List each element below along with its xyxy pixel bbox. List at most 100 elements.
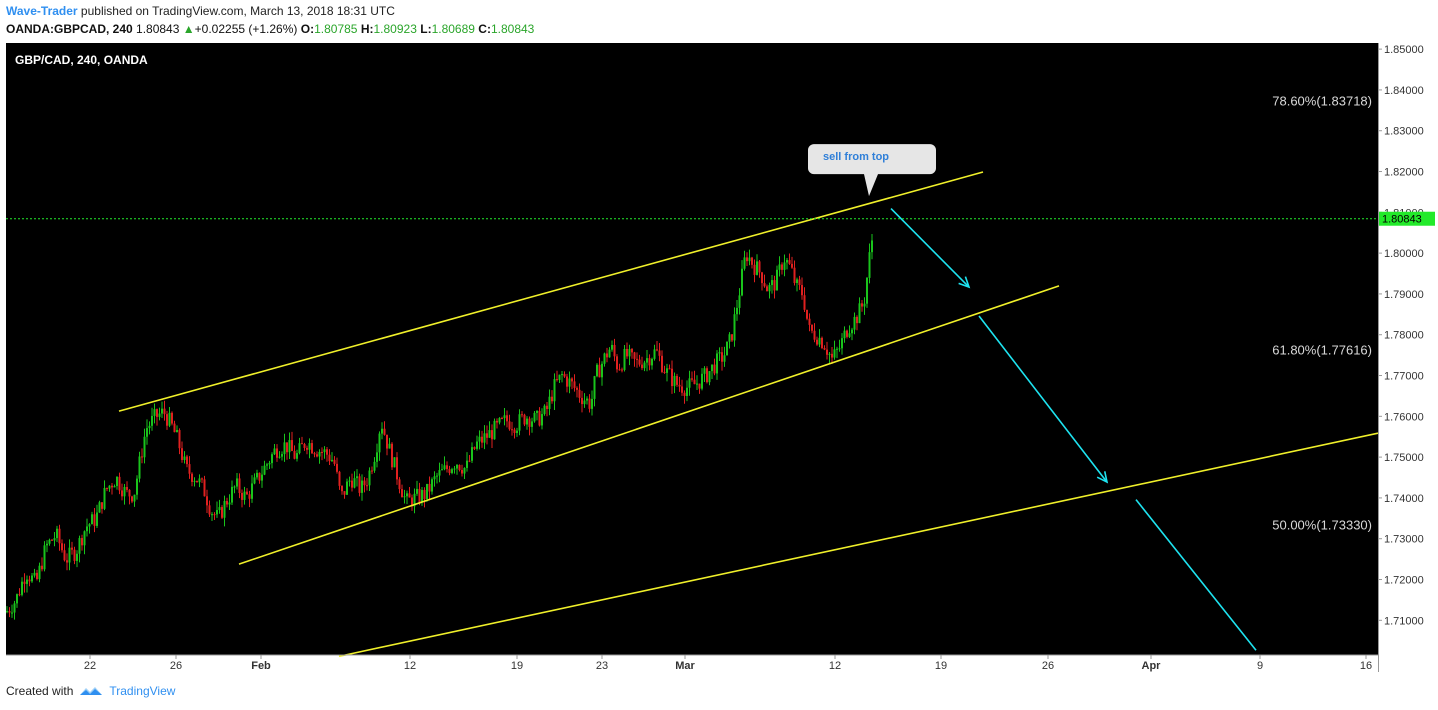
fib-label: 61.80%(1.77616) xyxy=(1272,342,1372,357)
candle-body xyxy=(831,353,833,358)
candle-body xyxy=(328,454,331,462)
candle-body xyxy=(671,368,673,387)
candle-body xyxy=(641,364,643,369)
candle-body xyxy=(121,490,123,497)
candle-body xyxy=(23,581,26,584)
x-tick-label: 12 xyxy=(829,660,841,672)
candle-body xyxy=(596,364,598,377)
candle-body xyxy=(253,477,256,484)
candle-body xyxy=(236,478,238,487)
candle-body xyxy=(678,384,681,387)
x-tick-label: 22 xyxy=(84,660,96,672)
candle-body xyxy=(591,398,593,409)
candle-body xyxy=(776,269,778,291)
candle-body xyxy=(646,358,648,363)
x-tick-label: 19 xyxy=(935,660,947,672)
candle-body xyxy=(296,453,298,459)
candle-body xyxy=(31,575,33,582)
candle-body xyxy=(713,364,716,374)
candle-body xyxy=(28,579,31,582)
candle-body xyxy=(453,468,456,470)
candle-body xyxy=(508,421,511,430)
candle-body xyxy=(843,330,846,339)
candle-body xyxy=(248,494,251,499)
arrow-line xyxy=(978,315,1108,483)
candle-body xyxy=(406,493,408,497)
candle-body xyxy=(336,463,338,472)
author-link[interactable]: Wave-Trader xyxy=(6,4,78,18)
candle-body xyxy=(423,490,426,500)
candle-body xyxy=(866,277,868,304)
candle-body xyxy=(198,478,201,483)
candle-body xyxy=(38,565,41,580)
candle-body xyxy=(743,257,746,269)
candle-body xyxy=(701,373,703,389)
arrow-head-icon xyxy=(958,276,971,289)
y-axis: 1.850001.840001.830001.820001.810001.800… xyxy=(1378,43,1438,672)
candle-body xyxy=(733,314,736,341)
chart-area[interactable]: 78.60%(1.83718) 61.80%(1.77616) 50.00%(1.7… xyxy=(6,43,1378,672)
candle-body xyxy=(413,493,416,507)
candle-body xyxy=(338,471,341,486)
open-label: O: xyxy=(300,22,315,36)
candle-body xyxy=(458,464,461,470)
candle-body xyxy=(156,409,158,417)
published-text: published on TradingView.com, March 13, … xyxy=(77,4,395,18)
candle-body xyxy=(558,374,561,380)
candle-body xyxy=(758,261,761,273)
candle-body xyxy=(633,352,636,359)
candle-body xyxy=(696,383,698,385)
change-text: +0.02255 (+1.26%) xyxy=(194,22,298,36)
candle-body xyxy=(818,337,821,345)
candle-body xyxy=(821,337,823,349)
candle-body xyxy=(691,378,693,380)
candle-body xyxy=(703,368,706,374)
candle-body xyxy=(268,463,271,465)
candle-body xyxy=(343,491,346,495)
tradingview-link[interactable]: TradingView xyxy=(79,684,175,698)
candle-body xyxy=(658,350,661,356)
candle-body xyxy=(271,454,273,464)
close-value: 1.80843 xyxy=(490,22,535,36)
candle-body xyxy=(771,280,773,286)
candle-body xyxy=(138,456,141,479)
candle-body xyxy=(811,324,813,331)
candle-body xyxy=(281,454,283,457)
x-tick-label: 12 xyxy=(404,660,416,672)
candle-body xyxy=(773,280,776,291)
candle-body xyxy=(516,430,518,433)
candle-body xyxy=(191,473,193,482)
candle-body xyxy=(571,378,573,382)
candle-body xyxy=(206,496,208,506)
candle-body xyxy=(428,483,431,492)
candle-body xyxy=(68,547,71,563)
x-tick-label: 26 xyxy=(1042,660,1054,672)
up-arrow-icon: ▲ xyxy=(182,22,195,36)
candle-body xyxy=(611,344,613,350)
candle-body xyxy=(273,448,276,455)
fib-label: 78.60%(1.83718) xyxy=(1272,93,1372,108)
chart-title: GBP/CAD, 240, OANDA xyxy=(15,53,148,67)
candle-body xyxy=(411,497,413,507)
candle-body xyxy=(788,260,791,264)
candle-body xyxy=(51,539,53,541)
candle-body xyxy=(218,507,221,511)
y-tick-label: 1.79000 xyxy=(1384,289,1424,301)
candle-body xyxy=(78,538,81,554)
candle-body xyxy=(551,396,553,402)
candle-body xyxy=(171,412,173,424)
candle-body xyxy=(393,457,396,468)
candle-body xyxy=(21,581,23,595)
candle-body xyxy=(58,528,61,544)
candle-body xyxy=(351,480,353,488)
sell-annotation[interactable]: sell from top xyxy=(808,144,936,197)
candle-body xyxy=(48,539,51,544)
candle-body xyxy=(761,272,763,284)
candle-body xyxy=(478,436,481,442)
candle-body xyxy=(616,356,618,370)
tradingview-logo-icon xyxy=(80,687,103,695)
price-chart[interactable]: 78.60%(1.83718) 61.80%(1.77616) 50.00%(1.7… xyxy=(6,43,1378,672)
candle-body xyxy=(816,339,818,345)
candle-body xyxy=(73,549,76,561)
candle-body xyxy=(388,443,391,449)
